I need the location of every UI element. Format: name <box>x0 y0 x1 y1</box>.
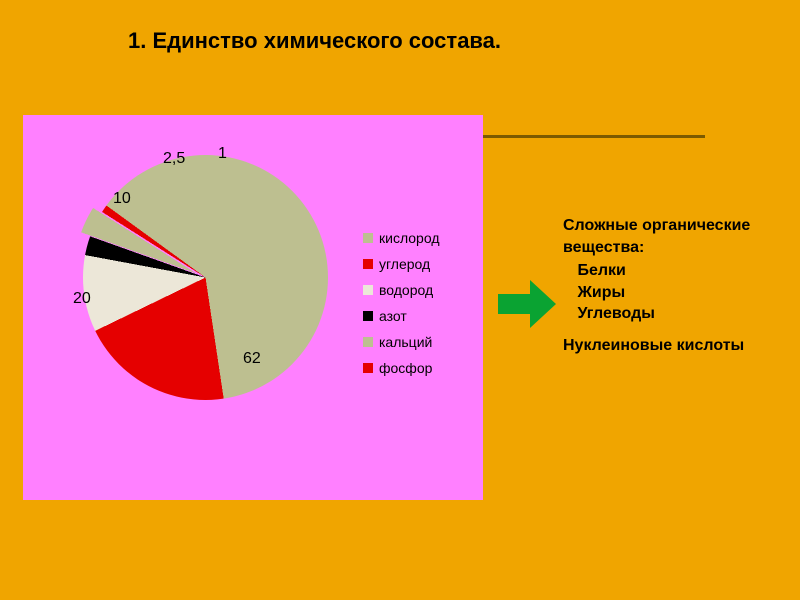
legend-swatch <box>363 337 373 347</box>
pie-data-label: 1 <box>218 145 227 163</box>
legend-item: азот <box>363 303 440 329</box>
chart-legend: кислородуглеродводородазоткальцийфосфор <box>363 225 440 381</box>
pie-slice-exploded <box>74 151 319 396</box>
legend-swatch <box>363 285 373 295</box>
legend-swatch <box>363 259 373 269</box>
legend-label: углерод <box>379 251 430 277</box>
sidebar-list-item: Углеводы <box>567 303 773 325</box>
arrow-shape <box>498 280 556 328</box>
legend-label: кислород <box>379 225 440 251</box>
arrow-right-icon <box>498 280 556 333</box>
legend-swatch <box>363 363 373 373</box>
legend-swatch <box>363 311 373 321</box>
sidebar-heading: Сложные органические вещества: <box>563 215 773 258</box>
sidebar-list-item: Жиры <box>567 282 773 304</box>
sidebar-text: Сложные органические вещества: Белки Жир… <box>563 215 773 357</box>
pie-data-label: 2,5 <box>163 150 185 168</box>
legend-item: водород <box>363 277 440 303</box>
chart-panel: кислородуглеродводородазоткальцийфосфор … <box>23 115 483 500</box>
legend-item: фосфор <box>363 355 440 381</box>
sidebar-list: Белки Жиры Углеводы <box>567 260 773 325</box>
legend-swatch <box>363 233 373 243</box>
legend-item: кальций <box>363 329 440 355</box>
sidebar-footer: Нуклеиновые кислоты <box>563 335 773 357</box>
legend-label: водород <box>379 277 433 303</box>
legend-label: азот <box>379 303 407 329</box>
legend-item: кислород <box>363 225 440 251</box>
legend-item: углерод <box>363 251 440 277</box>
sidebar-list-item: Белки <box>567 260 773 282</box>
legend-label: кальций <box>379 329 432 355</box>
pie-data-label: 10 <box>113 190 131 208</box>
pie-data-label: 62 <box>243 350 261 368</box>
legend-label: фосфор <box>379 355 432 381</box>
page-title: 1. Единство химического состава. <box>128 28 501 54</box>
pie-data-label: 20 <box>73 290 91 308</box>
